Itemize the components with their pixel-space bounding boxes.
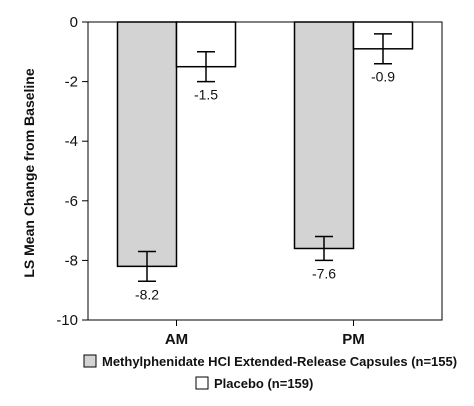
y-tick-label: -8 [65, 252, 78, 269]
plot-frame [87, 21, 443, 321]
legend-swatch-placebo [195, 376, 209, 390]
data-label: -8.2 [135, 286, 159, 302]
y-tick-label: -4 [65, 133, 78, 150]
legend-swatch-methylphenidate [83, 354, 97, 368]
x-category-label: PM [342, 331, 365, 348]
y-tick-label: -6 [65, 193, 78, 210]
y-tick-label: 0 [70, 14, 78, 31]
legend: Methylphenidate HCl Extended-Release Cap… [83, 354, 457, 391]
data-label: -0.9 [371, 69, 395, 85]
bar [116, 21, 178, 268]
x-category-label: AM [165, 331, 188, 348]
y-tick-label: -2 [65, 74, 78, 91]
data-label: -7.6 [312, 265, 336, 281]
data-label: -1.5 [194, 87, 218, 103]
plot-area: 0 -2 -4 -6 -8 -10 AM -8.2 -1.5 PM -7.6 -0.9 [56, 14, 443, 348]
bar [293, 21, 355, 250]
y-axis-title: LS Mean Change from Baseline [21, 68, 37, 277]
legend-label-placebo: Placebo (n=159) [214, 376, 313, 391]
legend-label-methylphenidate: Methylphenidate HCl Extended-Release Cap… [102, 354, 457, 369]
y-tick-label: -10 [56, 312, 78, 329]
